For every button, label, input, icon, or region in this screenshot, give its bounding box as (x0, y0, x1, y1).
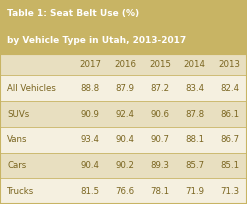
Text: 87.2: 87.2 (150, 84, 169, 93)
Bar (0, 0, 247, 54)
Text: 2016: 2016 (114, 60, 136, 69)
Text: 87.8: 87.8 (185, 110, 204, 119)
Bar (0, 101, 247, 127)
Bar (0, 75, 247, 101)
Text: 2013: 2013 (219, 60, 241, 69)
Text: 87.9: 87.9 (116, 84, 135, 93)
Text: 88.1: 88.1 (185, 135, 204, 144)
Text: 86.1: 86.1 (220, 110, 239, 119)
Text: 81.5: 81.5 (81, 187, 100, 196)
Text: Vans: Vans (7, 135, 28, 144)
Text: Cars: Cars (7, 161, 27, 170)
Text: 90.4: 90.4 (116, 135, 135, 144)
Bar (0, 153, 247, 178)
Text: 78.1: 78.1 (150, 187, 169, 196)
Text: by Vehicle Type in Utah, 2013-2017: by Vehicle Type in Utah, 2013-2017 (7, 36, 187, 45)
Text: 85.7: 85.7 (185, 161, 204, 170)
Text: 90.4: 90.4 (81, 161, 100, 170)
Bar (0, 178, 247, 204)
Text: 93.4: 93.4 (81, 135, 100, 144)
Text: 89.3: 89.3 (150, 161, 169, 170)
Text: 82.4: 82.4 (220, 84, 239, 93)
Text: SUVs: SUVs (7, 110, 30, 119)
Bar (0, 127, 247, 153)
Text: 88.8: 88.8 (81, 84, 100, 93)
Text: 85.1: 85.1 (220, 161, 239, 170)
Text: 2014: 2014 (184, 60, 206, 69)
Text: 2017: 2017 (79, 60, 101, 69)
Text: 90.2: 90.2 (116, 161, 135, 170)
Text: 90.9: 90.9 (81, 110, 100, 119)
Text: Table 1: Seat Belt Use (%): Table 1: Seat Belt Use (%) (7, 9, 140, 18)
Text: 71.9: 71.9 (185, 187, 204, 196)
Text: 2015: 2015 (149, 60, 171, 69)
Text: 86.7: 86.7 (220, 135, 239, 144)
Text: 71.3: 71.3 (220, 187, 239, 196)
Bar (0, 54, 247, 75)
Text: 83.4: 83.4 (185, 84, 204, 93)
Text: 92.4: 92.4 (116, 110, 135, 119)
Text: 76.6: 76.6 (116, 187, 135, 196)
Text: 90.7: 90.7 (150, 135, 169, 144)
Text: 90.6: 90.6 (150, 110, 169, 119)
Text: All Vehicles: All Vehicles (7, 84, 56, 93)
Text: Trucks: Trucks (7, 187, 35, 196)
